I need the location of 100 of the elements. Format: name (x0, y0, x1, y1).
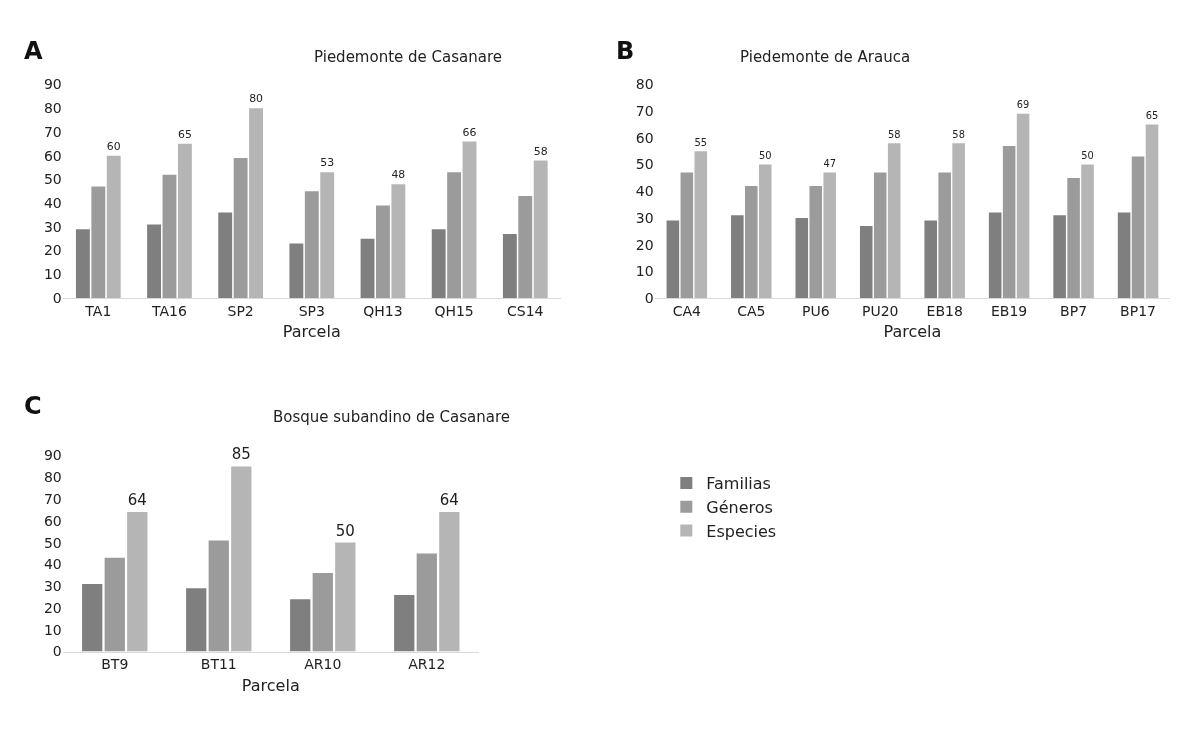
data-label: 50 (1081, 149, 1094, 161)
bar (1067, 177, 1080, 298)
x-axis-title: Parcela (241, 676, 300, 695)
data-label: 58 (533, 144, 548, 158)
y-tick-label: 70 (635, 103, 654, 120)
x-axis-title: Parcela (282, 322, 341, 342)
x-tick-label: TA16 (151, 302, 187, 319)
bar (106, 155, 121, 298)
data-label: 47 (823, 157, 836, 169)
bar (694, 151, 708, 298)
bar (666, 220, 680, 298)
bar (162, 174, 177, 298)
data-label: 65 (1145, 109, 1159, 121)
y-tick-label: 30 (43, 218, 62, 235)
data-label: 64 (127, 491, 147, 510)
y-tick-label: 0 (52, 289, 62, 306)
data-label: 50 (758, 149, 772, 161)
bar (208, 540, 229, 652)
legend-label: Familias (706, 474, 771, 494)
bar (186, 588, 207, 652)
bar (462, 141, 477, 298)
y-tick-label: 80 (635, 76, 654, 93)
bar (312, 573, 333, 652)
data-label: 55 (694, 136, 708, 148)
bar (82, 583, 103, 652)
chart-title: Bosque subandino de Casanare (273, 408, 510, 426)
chart-title: Piedemonte de Arauca (740, 48, 911, 66)
bar (518, 195, 533, 298)
bar (104, 557, 125, 652)
bar (91, 186, 106, 298)
bar (1145, 124, 1159, 298)
y-tick-label: 50 (43, 171, 62, 188)
x-tick-label: PU20 (861, 302, 899, 319)
bar (809, 185, 823, 298)
bar (1002, 145, 1016, 298)
bar (795, 217, 809, 298)
data-label: 50 (335, 521, 355, 540)
bar (376, 205, 390, 298)
x-tick-label: QH13 (363, 302, 403, 319)
x-tick-label: CA4 (672, 302, 702, 319)
y-tick-label: 40 (635, 183, 654, 200)
bar (231, 466, 252, 652)
bar (177, 143, 192, 298)
data-label: 69 (1016, 99, 1030, 111)
y-tick-label: 10 (43, 266, 62, 283)
bar (502, 233, 517, 298)
bar (924, 220, 937, 298)
y-tick-label: 50 (635, 156, 654, 173)
bar (758, 164, 772, 298)
bar (1016, 113, 1030, 298)
bar (533, 160, 548, 298)
y-tick-label: 40 (43, 195, 62, 212)
bar (745, 185, 758, 298)
bar (416, 553, 437, 652)
data-label: 60 (106, 139, 121, 153)
y-tick-label: 60 (43, 147, 62, 164)
x-tick-label: SP3 (298, 302, 325, 319)
data-label: 58 (887, 128, 901, 140)
y-tick-label: 10 (43, 621, 62, 638)
y-tick-label: 70 (43, 490, 62, 507)
text: A (24, 37, 43, 65)
bar (391, 184, 406, 298)
y-tick-label: 30 (635, 209, 654, 226)
bar (431, 229, 446, 298)
chart-title: Piedemonte de Casanare (314, 48, 502, 66)
bar (394, 594, 415, 652)
y-tick-label: 60 (635, 129, 654, 146)
x-tick-label: CS14 (507, 302, 544, 319)
y-tick-label: 70 (43, 123, 62, 140)
x-tick-label: BP7 (1060, 302, 1088, 319)
y-tick-label: 50 (43, 534, 62, 551)
x-tick-label: SP2 (227, 302, 254, 319)
x-tick-label: BT9 (101, 656, 129, 673)
bar (360, 238, 375, 298)
text: C (24, 392, 42, 420)
bar (1053, 215, 1066, 298)
y-tick-label: 0 (644, 289, 654, 306)
data-label: 85 (231, 445, 251, 464)
y-tick-label: 20 (43, 242, 62, 259)
bar (988, 212, 1002, 298)
bar (335, 542, 356, 652)
data-label: 66 (462, 125, 477, 139)
y-tick-label: 0 (52, 643, 62, 660)
x-tick-label: AR12 (408, 656, 446, 673)
text: B (616, 37, 635, 65)
y-tick-label: 90 (43, 76, 62, 93)
bar (873, 172, 887, 298)
x-tick-label: BP17 (1120, 302, 1156, 319)
x-tick-label: AR10 (304, 656, 342, 673)
y-tick-label: 80 (43, 100, 62, 117)
bar (1117, 212, 1131, 298)
data-label: 80 (249, 92, 264, 106)
y-tick-label: 60 (43, 512, 62, 529)
y-tick-label: 80 (43, 469, 62, 486)
bar (304, 191, 319, 298)
bar (823, 172, 836, 298)
bar (1131, 156, 1145, 298)
y-tick-label: 10 (635, 263, 654, 280)
data-label: 64 (439, 491, 459, 510)
bar (249, 108, 263, 298)
